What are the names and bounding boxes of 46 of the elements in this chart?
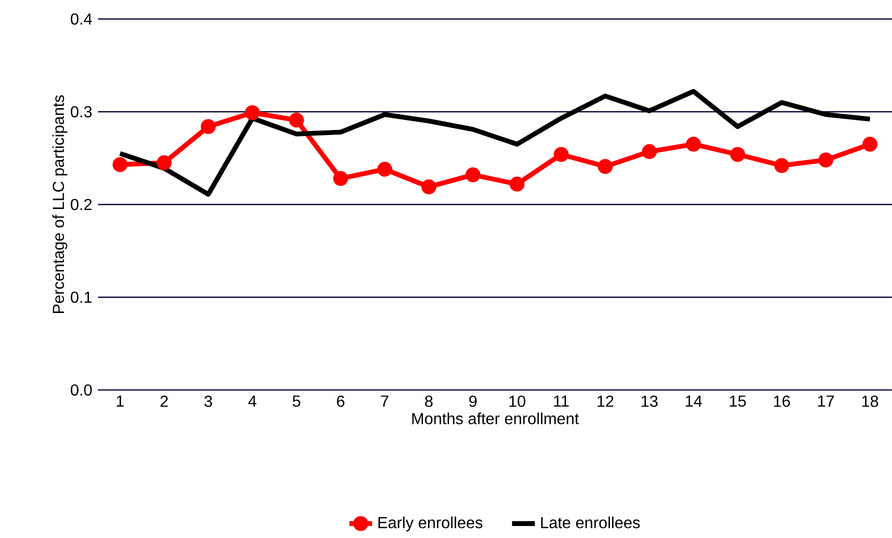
x-tick-label: 8	[425, 396, 433, 407]
point	[333, 171, 348, 186]
x-axis-title: Months after enrollment	[412, 412, 579, 424]
x-tick-label: 13	[642, 396, 658, 407]
x-tick-label: 2	[160, 396, 168, 407]
point	[244, 105, 260, 120]
point	[554, 146, 569, 162]
point	[465, 167, 480, 182]
point	[642, 144, 657, 160]
x-tick-label: 7	[381, 396, 388, 407]
point	[598, 158, 613, 174]
x-tick-label: 18	[862, 396, 878, 407]
point	[156, 155, 172, 170]
x-tick-label: 5	[292, 396, 300, 407]
x-tick-label: 9	[469, 396, 477, 407]
point	[730, 146, 746, 162]
x-tick-label: 15	[730, 396, 746, 407]
legend-label: Late enrollees	[541, 516, 640, 528]
x-tick-label: 14	[686, 396, 702, 407]
y-tick-label: 0.4	[70, 13, 92, 25]
y-tick-label: 0.2	[70, 198, 92, 210]
point	[200, 119, 216, 134]
point	[510, 176, 525, 192]
x-tick-label: 4	[248, 396, 256, 407]
point	[862, 136, 878, 152]
point	[112, 157, 128, 172]
x-tick-label: 1	[116, 396, 124, 407]
x-tick-label: 10	[509, 396, 526, 407]
point	[818, 152, 834, 168]
y-tick-label: 0.1	[70, 292, 92, 303]
x-tick-label: 3	[204, 396, 212, 407]
point	[774, 158, 790, 173]
point	[421, 179, 436, 194]
y-axis-title: Percentage of LLC participants	[52, 95, 68, 314]
point	[686, 136, 701, 152]
y-tick-label: 0.0	[70, 384, 92, 396]
x-tick-label: 11	[554, 396, 569, 407]
line-series	[118, 88, 872, 197]
point	[377, 162, 392, 177]
point	[289, 112, 304, 128]
y-tick-label: 0.3	[70, 106, 92, 118]
x-tick-label: 16	[774, 396, 790, 407]
x-tick-label: 17	[818, 396, 834, 407]
legend-label: Early enrollees	[378, 516, 482, 532]
x-tick-label: 12	[598, 396, 614, 407]
x-tick-label: 6	[336, 396, 344, 407]
